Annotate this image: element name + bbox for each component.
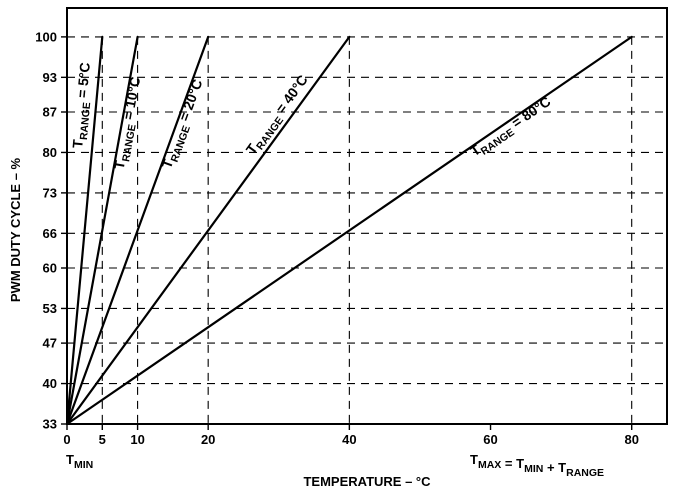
series-line-10 bbox=[65, 35, 139, 426]
series-label-20: TRANGE = 20°C bbox=[158, 77, 209, 172]
y-tick-label-93: 93 bbox=[43, 70, 57, 85]
x-tick-label-10: 10 bbox=[130, 432, 144, 447]
y-tick-label-33: 33 bbox=[43, 417, 57, 432]
x-tick-label-5: 5 bbox=[99, 432, 106, 447]
grid-layer bbox=[67, 36, 667, 424]
series-layer bbox=[65, 35, 633, 426]
tick-layer bbox=[61, 36, 633, 430]
x-tick-label-0: 0 bbox=[63, 432, 70, 447]
series-line-20 bbox=[65, 35, 210, 426]
x-tick-label-60: 60 bbox=[483, 432, 497, 447]
plot-frame bbox=[66, 7, 668, 425]
y-tick-label-100: 100 bbox=[35, 29, 57, 44]
label-layer: 33 40 47 53 60 66 73 80 87 93 100 0 5 10 20 40 60 80 TRANG… bbox=[35, 29, 639, 479]
y-tick-label-80: 80 bbox=[43, 145, 57, 160]
x-tick-label-80: 80 bbox=[624, 432, 638, 447]
tmax-formula-label: TMAX = TMIN + TRANGE bbox=[470, 452, 604, 479]
y-tick-label-53: 53 bbox=[43, 301, 57, 316]
tmin-label: TMIN bbox=[66, 452, 93, 471]
series-line-40 bbox=[65, 35, 351, 426]
x-axis-title: TEMPERATURE – °C bbox=[303, 474, 431, 489]
y-tick-label-47: 47 bbox=[43, 336, 57, 351]
series-line-5 bbox=[65, 35, 104, 426]
x-tick-label-20: 20 bbox=[201, 432, 215, 447]
series-label-40: TRANGE = 40°C bbox=[243, 72, 314, 160]
y-tick-label-73: 73 bbox=[43, 185, 57, 200]
y-axis-title: PWM DUTY CYCLE – % bbox=[8, 157, 23, 302]
y-tick-label-60: 60 bbox=[43, 261, 57, 276]
y-tick-label-87: 87 bbox=[43, 105, 57, 120]
series-label-80: TRANGE = 80°C bbox=[467, 93, 556, 162]
y-tick-label-66: 66 bbox=[43, 226, 57, 241]
series-label-5: TRANGE = 5°C bbox=[69, 62, 97, 149]
series-line-80 bbox=[65, 35, 633, 426]
x-tick-label-40: 40 bbox=[342, 432, 356, 447]
y-tick-label-40: 40 bbox=[43, 376, 57, 391]
